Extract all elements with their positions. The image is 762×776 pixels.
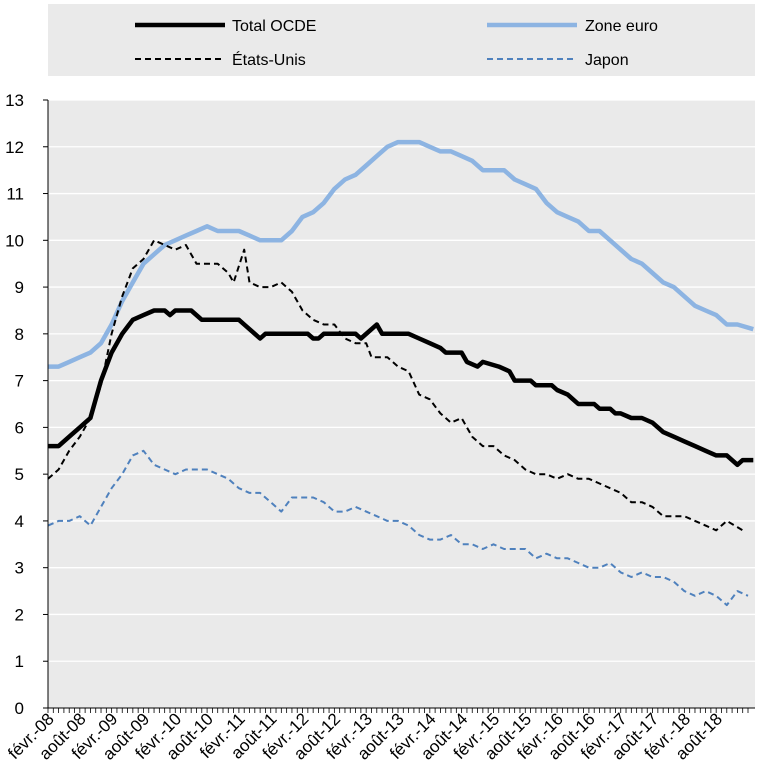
legend-box: [48, 4, 755, 76]
plot-area: [48, 100, 755, 708]
y-tick-label: 12: [5, 138, 24, 157]
x-axis-tick-labels: févr.-08août-08févr.-09août-09févr.-10ao…: [4, 709, 726, 763]
y-tick-label: 3: [15, 559, 24, 578]
y-tick-label: 11: [6, 185, 24, 204]
y-tick-label: 1: [15, 652, 24, 671]
legend-label-total-ocde: Total OCDE: [232, 18, 316, 35]
y-tick-label: 0: [15, 699, 24, 718]
y-tick-label: 7: [15, 372, 24, 391]
legend-label-japon: Japon: [585, 52, 629, 69]
y-tick-label: 4: [15, 512, 24, 531]
y-tick-label: 5: [15, 465, 24, 484]
gridlines: [48, 99, 755, 662]
series-line-etats-unis: [47, 239, 744, 532]
y-tick-label: 8: [15, 325, 24, 344]
series-line-japon: [47, 449, 749, 607]
y-tick-label: 2: [15, 605, 24, 624]
legend: Total OCDE Zone euro États-Unis Japon: [135, 18, 658, 69]
y-tick-label: 6: [15, 418, 24, 437]
legend-label-etats-unis: États-Unis: [232, 50, 306, 69]
series-line-total-ocde: [48, 308, 754, 468]
series-line-zone-euro: [48, 139, 754, 369]
y-tick-label: 9: [15, 278, 24, 297]
axes: [43, 99, 755, 713]
y-tick-label: 13: [5, 91, 24, 110]
legend-label-zone-euro: Zone euro: [585, 18, 658, 35]
series-lines: [47, 139, 754, 607]
y-tick-label: 10: [5, 231, 24, 250]
